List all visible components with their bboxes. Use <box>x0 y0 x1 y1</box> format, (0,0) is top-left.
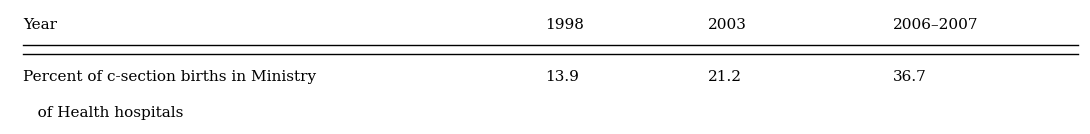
Text: Year: Year <box>23 18 57 32</box>
Text: Percent of c-section births in Ministry: Percent of c-section births in Ministry <box>23 70 316 85</box>
Text: 36.7: 36.7 <box>893 70 926 85</box>
Text: 2006–2007: 2006–2007 <box>893 18 979 32</box>
Text: of Health hospitals: of Health hospitals <box>23 106 183 120</box>
Text: 1998: 1998 <box>545 18 584 32</box>
Text: 2003: 2003 <box>708 18 747 32</box>
Text: 21.2: 21.2 <box>708 70 742 85</box>
Text: 13.9: 13.9 <box>545 70 579 85</box>
